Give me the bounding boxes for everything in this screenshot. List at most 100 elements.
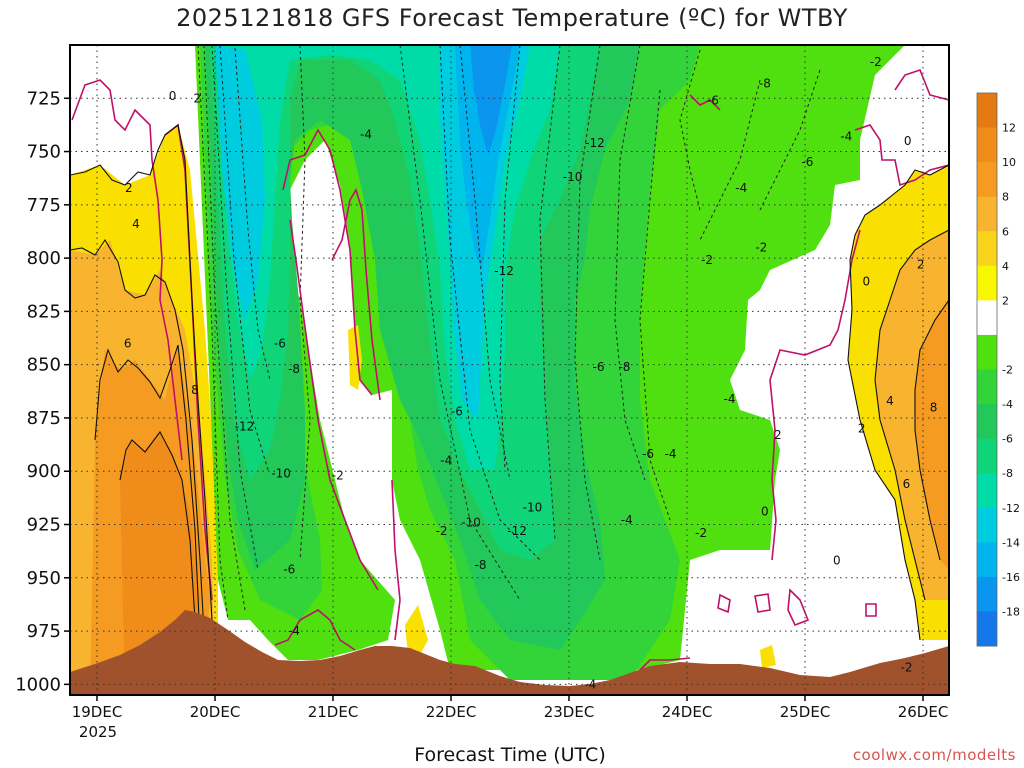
contour-label: 2 — [125, 181, 133, 195]
colorbar-swatch — [977, 473, 997, 509]
y-tick-label: 725 — [27, 88, 61, 109]
colorbar-tick-label: 4 — [1002, 260, 1009, 273]
colorbar-tick-label: 10 — [1002, 156, 1016, 169]
cold-region-18c — [470, 45, 512, 155]
contour-label: -6 — [593, 360, 605, 374]
colorbar-tick-label: -16 — [1002, 571, 1020, 584]
contour-label: -2 — [695, 526, 707, 540]
cold-region-16c — [455, 45, 520, 270]
y-tick-label: 825 — [27, 301, 61, 322]
contour-label: -6 — [642, 447, 654, 461]
contour-label: 0 — [904, 134, 912, 148]
contour-label: 6 — [124, 336, 132, 350]
contour-label: -12 — [235, 419, 255, 433]
colorbar-tick-label: 8 — [1002, 191, 1009, 204]
y-tick-label: 775 — [27, 195, 61, 216]
colorbar-swatch — [977, 369, 997, 405]
contour-label: 4 — [886, 394, 894, 408]
contour-label: -2 — [332, 468, 344, 482]
plot-frame — [69, 44, 950, 696]
contour-label: 2 — [774, 428, 782, 442]
contour-label: -4 — [288, 624, 300, 638]
contour-label: -2 — [870, 55, 882, 69]
contour-label: -12 — [507, 524, 527, 538]
contour-label: -12 — [494, 264, 514, 278]
warm-region-right-6c — [915, 300, 949, 570]
contour-label: -2 — [755, 240, 767, 254]
x-axis-label: Forecast Time (UTC) — [414, 744, 606, 766]
contour-label: -4 — [440, 454, 452, 468]
x-year-label: 2025 — [79, 723, 117, 741]
colorbar-swatch — [977, 507, 997, 543]
colorbar-swatch — [977, 576, 997, 612]
x-axis: 19DEC 20DEC 21DEC 22DEC 23DEC 24DEC 25DEC 26DEC — [72, 695, 949, 721]
contour-label: 0 — [169, 89, 177, 103]
contour-label: -4 — [360, 128, 372, 142]
y-tick-label: 950 — [27, 568, 61, 589]
colorbar-tick-label: -2 — [1002, 364, 1013, 377]
y-tick-label: 900 — [27, 461, 61, 482]
contour-label: -8 — [288, 362, 300, 376]
colorbar-swatch — [977, 196, 997, 232]
warm-contours — [70, 124, 949, 651]
colorbar-tick-label: -12 — [1002, 502, 1020, 515]
credit-text: coolwx.com/modelts — [852, 746, 1016, 764]
x-tick-label: 19DEC — [72, 703, 123, 721]
contour-label: -4 — [735, 181, 747, 195]
contour-label: -4 — [584, 677, 596, 691]
contour-label: 8 — [930, 400, 938, 414]
contour-label: -2 — [900, 660, 912, 674]
contour-label: 0 — [761, 505, 769, 519]
colorbar-swatch — [977, 127, 997, 163]
contour-label: -4 — [840, 130, 852, 144]
contour-label: -10 — [563, 170, 583, 184]
colorbar-tick-label: -14 — [1002, 536, 1020, 549]
contour-label: -4 — [621, 513, 633, 527]
colorbar-swatch — [977, 334, 997, 370]
contour-label: -8 — [618, 360, 630, 374]
x-tick-label: 21DEC — [308, 703, 359, 721]
contour-label: -2 — [701, 253, 713, 267]
contour-label: 2 — [917, 258, 925, 272]
x-tick-label: 22DEC — [426, 703, 477, 721]
cold-contours — [197, 45, 821, 621]
x-tick-label: 20DEC — [190, 703, 241, 721]
colorbar-tick-label: 6 — [1002, 225, 1009, 238]
contour-label: -6 — [451, 405, 463, 419]
colorbar-swatch — [977, 162, 997, 198]
contour-label: -6 — [801, 155, 813, 169]
y-tick-label: 925 — [27, 515, 61, 536]
contour-label: -4 — [723, 392, 735, 406]
grid — [70, 45, 949, 695]
warm-cell-2 — [405, 605, 428, 655]
contour-label: -8 — [759, 76, 771, 90]
colorbar: 12 10 8 6 4 2 -2 -4 -6 -8 -12 -14 -16 -18 — [976, 92, 1020, 647]
y-tick-label: 800 — [27, 248, 61, 269]
contour-label: 2 — [858, 422, 866, 436]
contour-label: -10 — [523, 500, 543, 514]
temperature-field — [70, 45, 949, 695]
colorbar-swatch — [977, 404, 997, 440]
contour-label: 0 — [863, 275, 871, 289]
colorbar-tick-label: -6 — [1002, 433, 1013, 446]
contour-label: -6 — [283, 562, 295, 576]
chart-title: 2025121818 GFS Forecast Temperature (ºC)… — [176, 4, 848, 32]
colorbar-tick-label: -8 — [1002, 467, 1013, 480]
x-tick-label: 26DEC — [898, 703, 949, 721]
y-tick-label: 850 — [27, 355, 61, 376]
contour-label: -10 — [461, 515, 481, 529]
colorbar-swatch — [977, 611, 997, 647]
colorbar-swatch — [977, 265, 997, 301]
contour-label: -6 — [274, 336, 286, 350]
terrain — [70, 610, 949, 695]
colorbar-swatch — [977, 542, 997, 578]
colorbar-swatch — [977, 438, 997, 474]
x-tick-label: 25DEC — [780, 703, 831, 721]
contour-label: 0 — [833, 554, 841, 568]
warm-cell-3 — [760, 645, 776, 668]
colorbar-tick-label: 2 — [1002, 294, 1009, 307]
contour-label: -6 — [707, 93, 719, 107]
contour-label: -4 — [664, 447, 676, 461]
